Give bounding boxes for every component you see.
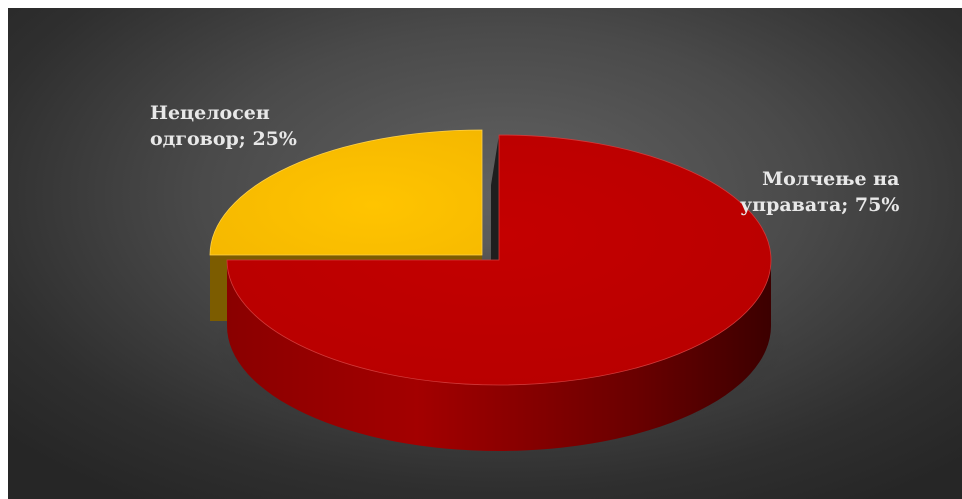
- slice-label-silence-line2: управата; 75%: [740, 194, 900, 216]
- slice-label-incomplete: Нецелосен одговор; 25%: [150, 100, 297, 152]
- slice-label-incomplete-line1: Нецелосен: [150, 102, 270, 124]
- slice-label-incomplete-line2: одговор; 25%: [150, 128, 297, 150]
- pie-chart: [209, 129, 790, 451]
- pie-slice-silence-wall: [491, 135, 499, 268]
- slice-label-silence: Молчење на управата; 75%: [740, 166, 899, 218]
- pie-slice-silence: [226, 134, 772, 451]
- pie-slice-silence-top: [226, 134, 772, 386]
- slice-label-silence-line1: Молчење на: [762, 168, 900, 190]
- pie-slice-silence-side: [227, 260, 771, 451]
- chart-area: Молчење на управата; 75% Нецелосен одгов…: [8, 8, 962, 499]
- pie-slice-incomplete-top: [209, 129, 483, 256]
